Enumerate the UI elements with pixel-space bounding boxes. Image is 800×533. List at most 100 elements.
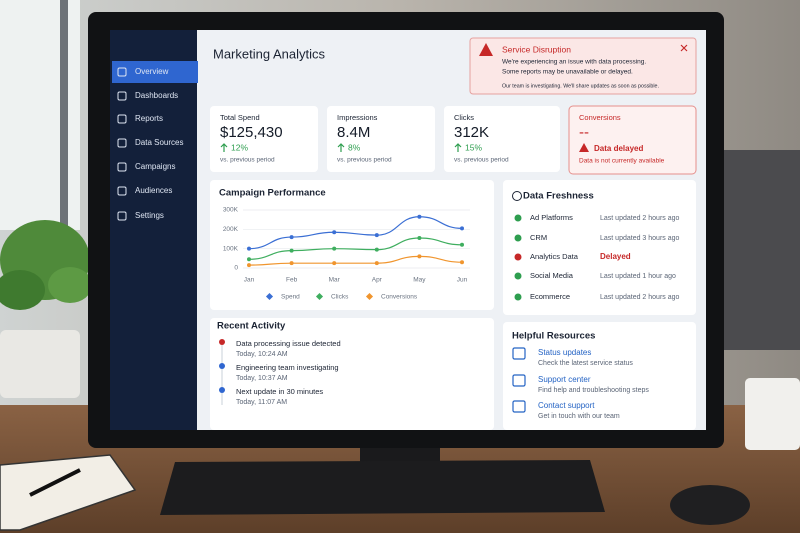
status-icon (514, 234, 522, 242)
freshness-card (503, 180, 696, 315)
resource-link[interactable]: Status updates (538, 348, 591, 357)
y-tick-label: 300K (223, 207, 239, 214)
chart-card (210, 180, 494, 310)
page-title: Marketing Analytics (213, 46, 325, 61)
nav-icon (117, 138, 127, 148)
nav-item[interactable]: Overview (135, 67, 169, 76)
activity-card (210, 318, 494, 430)
data-point (417, 236, 422, 241)
nav-icon (117, 91, 127, 101)
source-name: CRM (530, 233, 547, 242)
activity-text: Next update in 30 minutes (236, 387, 323, 396)
data-point (332, 246, 337, 251)
x-tick-label: Apr (372, 277, 383, 284)
source-status: Last updated 3 hours ago (600, 235, 680, 242)
nav-item[interactable]: Reports (135, 114, 163, 123)
alert-note: Our team is investigating. We'll share u… (502, 83, 659, 89)
timeline-dot (219, 387, 225, 393)
source-name: Ad Platforms (530, 213, 573, 222)
nav-item[interactable]: Dashboards (135, 91, 178, 100)
active-nav-highlight (112, 61, 198, 83)
data-point (460, 226, 464, 231)
data-point (417, 254, 422, 259)
nav-item[interactable]: Audiences (135, 186, 172, 195)
sidebar (110, 30, 197, 430)
data-point (289, 261, 294, 266)
alert-title: Service Disruption (502, 44, 571, 54)
up-arrow (454, 143, 462, 152)
activity-time: Today, 10:37 AM (236, 375, 288, 382)
warning-icon (579, 143, 589, 152)
resource-desc: Get in touch with our team (538, 413, 620, 420)
series-line (248, 255, 463, 266)
chart-title: Campaign Performance (219, 188, 326, 199)
data-point (247, 263, 251, 268)
legend-label: Spend (281, 294, 300, 301)
nav-item[interactable]: Data Sources (135, 138, 183, 147)
x-tick-label: May (413, 277, 426, 284)
mouse (670, 485, 750, 525)
legend-label: Conversions (381, 294, 418, 301)
plant (0, 220, 92, 398)
timeline-dot (219, 363, 225, 369)
activity-title: Recent Activity (217, 321, 286, 332)
resource-desc: Find help and troubleshooting steps (538, 387, 649, 394)
alert-line: We're experiencing an issue with data pr… (502, 59, 646, 66)
kpi-note: Data is not currently available (579, 158, 665, 165)
resource-link[interactable]: Support center (538, 375, 591, 384)
kpi-value: -- (579, 124, 589, 141)
data-point (374, 233, 379, 238)
kpi-card (210, 106, 318, 172)
activity-text: Data processing issue detected (236, 339, 341, 348)
freshness-list: Ad Platforms Last updated 2 hours ago CRM L… (514, 213, 680, 301)
timeline-dot (219, 339, 225, 345)
resource-link[interactable]: Contact support (538, 401, 595, 410)
warning-icon (479, 43, 493, 56)
x-tick-label: Jan (244, 277, 255, 284)
nav-item[interactable]: Settings (135, 211, 164, 220)
mug (745, 378, 800, 450)
kpi-change: 8% (348, 142, 361, 152)
data-point (289, 248, 294, 253)
nav-icon (117, 114, 127, 124)
kpi-label: Clicks (454, 113, 474, 122)
notebook (0, 454, 137, 531)
legend-swatch (315, 292, 324, 301)
kpi-label: Impressions (337, 113, 378, 122)
resource-desc: Check the latest service status (538, 360, 633, 367)
kpi-status: Data delayed (594, 144, 643, 153)
data-point (417, 214, 422, 219)
up-arrow (337, 143, 345, 152)
kpi-card (327, 106, 435, 172)
activity-time: Today, 11:07 AM (236, 399, 287, 406)
source-name: Social Media (530, 271, 574, 280)
freshness-title: Data Freshness (523, 191, 594, 202)
activity-text: Engineering team investigating (236, 363, 339, 372)
source-name: Analytics Data (530, 252, 579, 261)
data-point (332, 230, 337, 235)
status-icon (514, 214, 522, 222)
nav-icon (117, 186, 127, 196)
nav-item[interactable]: Campaigns (135, 162, 175, 171)
alert-box (469, 37, 697, 95)
data-point (460, 260, 464, 265)
resource-icon (512, 374, 526, 387)
data-point (247, 246, 251, 251)
kpi-value: 8.4M (337, 124, 370, 141)
nav-icon (117, 211, 127, 221)
source-status: Last updated 2 hours ago (600, 294, 680, 301)
source-status: Last updated 2 hours ago (600, 215, 680, 222)
activity-time: Today, 10:24 AM (236, 351, 288, 358)
up-arrow (220, 143, 228, 152)
alert: Service Disruption We're experiencing an… (469, 37, 697, 95)
data-point (374, 261, 379, 266)
resource-icon (512, 400, 526, 413)
nav-icon (117, 162, 127, 172)
alert-line: Some reports may be unavailable or delay… (502, 69, 633, 76)
close-button[interactable] (680, 44, 688, 52)
kpi-value: 312K (454, 124, 489, 141)
series-line (248, 237, 463, 260)
sidebar-nav: Overview Dashboards Reports Data Sources Cam… (117, 67, 183, 221)
status-icon (514, 293, 522, 301)
